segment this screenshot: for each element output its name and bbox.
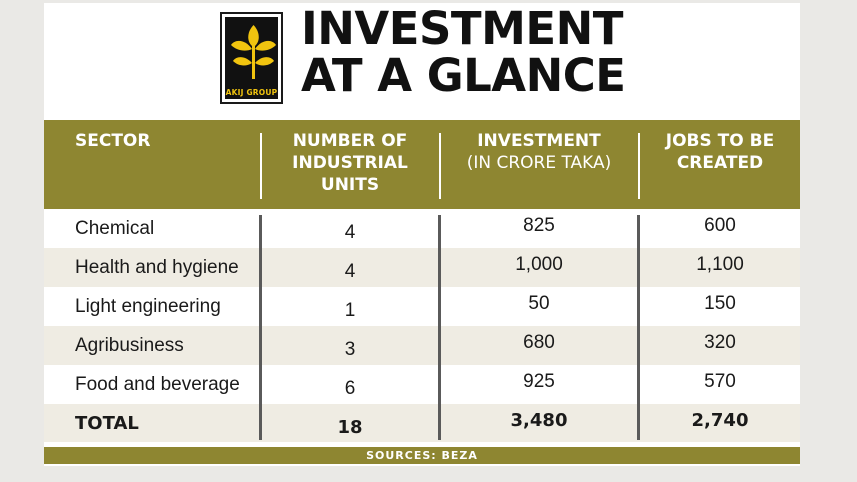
cell-investment: 825 [523,215,555,236]
table-row: Agribusiness 3 680 320 [44,326,800,365]
cell-sector: Light engineering [75,296,221,317]
cell-investment: 925 [523,371,555,392]
header-units-line-2: INDUSTRIAL [292,153,408,173]
header-investment-title: INVESTMENT [477,131,601,151]
header-divider [260,133,262,199]
cell-investment: 680 [523,332,555,353]
table-row: Health and hygiene 4 1,000 1,100 [44,248,800,287]
logo-background: AKIJ GROUP [225,17,278,99]
cell-units: 4 [344,222,356,243]
source-footer: SOURCES: BEZA [44,447,800,464]
cell-sector: Chemical [75,218,155,239]
column-divider [259,215,262,440]
table-row: Chemical 4 825 600 [44,209,800,248]
cell-jobs: 320 [704,332,736,353]
header-jobs-line-1: JOBS TO BE [665,131,775,151]
table-header: SECTOR NUMBER OF INDUSTRIAL UNITS INVEST… [44,120,800,209]
cell-investment: 50 [528,293,550,314]
total-jobs: 2,740 [691,410,749,431]
header-divider [638,133,640,199]
cell-jobs: 570 [704,371,736,392]
cell-jobs: 600 [704,215,736,236]
column-divider [637,215,640,440]
header-investment: INVESTMENT (IN CRORE TAKA) [440,130,638,174]
table-body: Chemical 4 825 600 Health and hygiene 4 … [44,209,800,442]
header-units-line-1: NUMBER OF [292,131,408,151]
infographic-card: AKIJ GROUP INVESTMENT AT A GLANCE SECTOR… [44,3,800,466]
table-row: Food and beverage 6 925 570 [44,365,800,404]
cell-sector: Agribusiness [75,335,184,356]
cell-units: 3 [344,339,356,360]
cell-units: 1 [344,300,356,321]
header-sector: SECTOR [75,131,151,151]
header-units: NUMBER OF INDUSTRIAL UNITS [261,130,439,196]
title-line-1: INVESTMENT [301,2,623,55]
total-investment: 3,480 [510,410,568,431]
logo-brand-text: AKIJ GROUP [225,88,278,97]
cell-sector: Health and hygiene [75,257,239,278]
header-jobs-line-2: CREATED [676,153,764,173]
cell-units: 6 [344,378,356,399]
header-jobs: JOBS TO BE CREATED [640,130,800,174]
cell-jobs: 1,100 [696,254,744,275]
header-units-line-3: UNITS [320,175,380,195]
page-title: INVESTMENT AT A GLANCE [301,5,626,99]
title-line-2: AT A GLANCE [301,49,626,102]
akij-group-logo: AKIJ GROUP [220,12,283,104]
leaf-emblem-icon [231,25,276,79]
cell-units: 4 [344,261,356,282]
table-row: Light engineering 1 50 150 [44,287,800,326]
cell-jobs: 150 [704,293,736,314]
header-divider [439,133,441,199]
infographic-header: AKIJ GROUP INVESTMENT AT A GLANCE [44,3,800,120]
total-units: 18 [337,417,363,438]
cell-sector: Food and beverage [75,374,240,395]
column-divider [438,215,441,440]
cell-investment: 1,000 [515,254,563,275]
table-total-row: TOTAL 18 3,480 2,740 [44,404,800,442]
total-label: TOTAL [75,413,139,434]
header-investment-unit: (IN CRORE TAKA) [466,153,612,173]
